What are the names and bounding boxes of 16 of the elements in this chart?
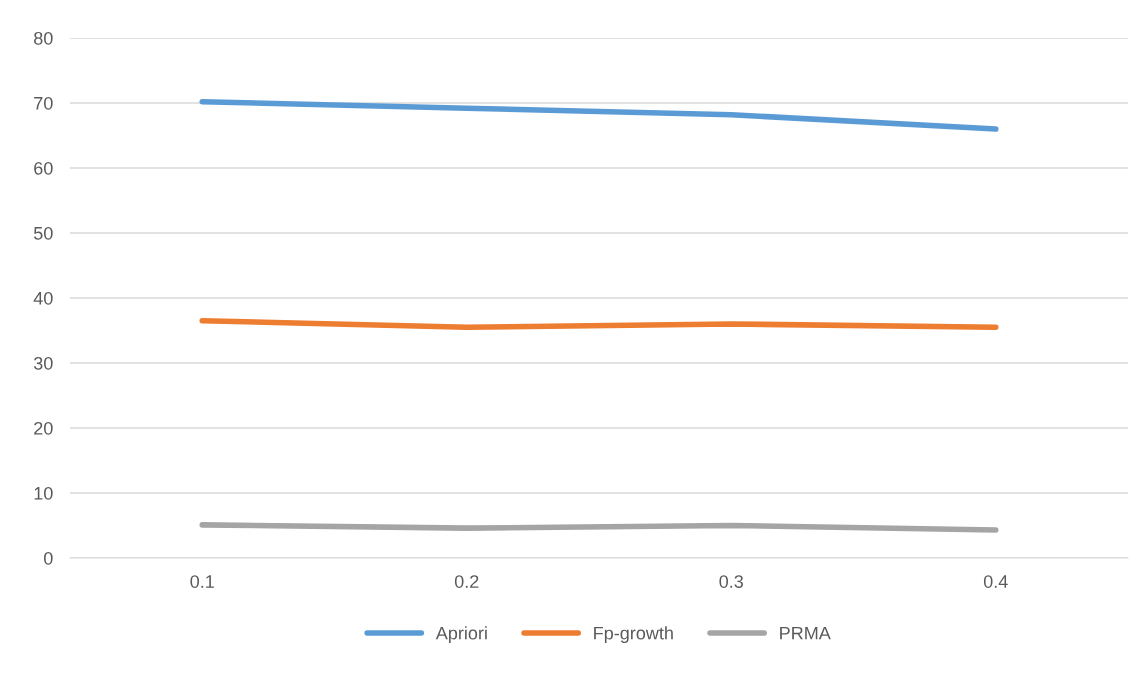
y-tick-label: 20 bbox=[34, 421, 53, 435]
x-tick-label: 0.3 bbox=[719, 575, 744, 588]
legend-label: Fp-growth bbox=[594, 626, 673, 644]
y-tick-label: 10 bbox=[34, 486, 53, 500]
y-tick-label: 30 bbox=[33, 356, 53, 370]
y-tick-label: 70 bbox=[34, 96, 53, 110]
x-tick-label: 0.1 bbox=[190, 575, 214, 588]
y-tick-label: 80 bbox=[34, 31, 53, 45]
x-tick-label: 0.2 bbox=[454, 575, 479, 588]
y-tick-label: 0 bbox=[44, 551, 53, 565]
legend-label: PRMA bbox=[780, 626, 831, 640]
y-tick-label: 60 bbox=[34, 161, 53, 175]
legend-label: Apriori bbox=[435, 626, 487, 644]
y-tick-label: 50 bbox=[33, 226, 53, 240]
y-tick-label: 40 bbox=[33, 291, 53, 305]
x-tick-label: 0.4 bbox=[983, 575, 1008, 588]
